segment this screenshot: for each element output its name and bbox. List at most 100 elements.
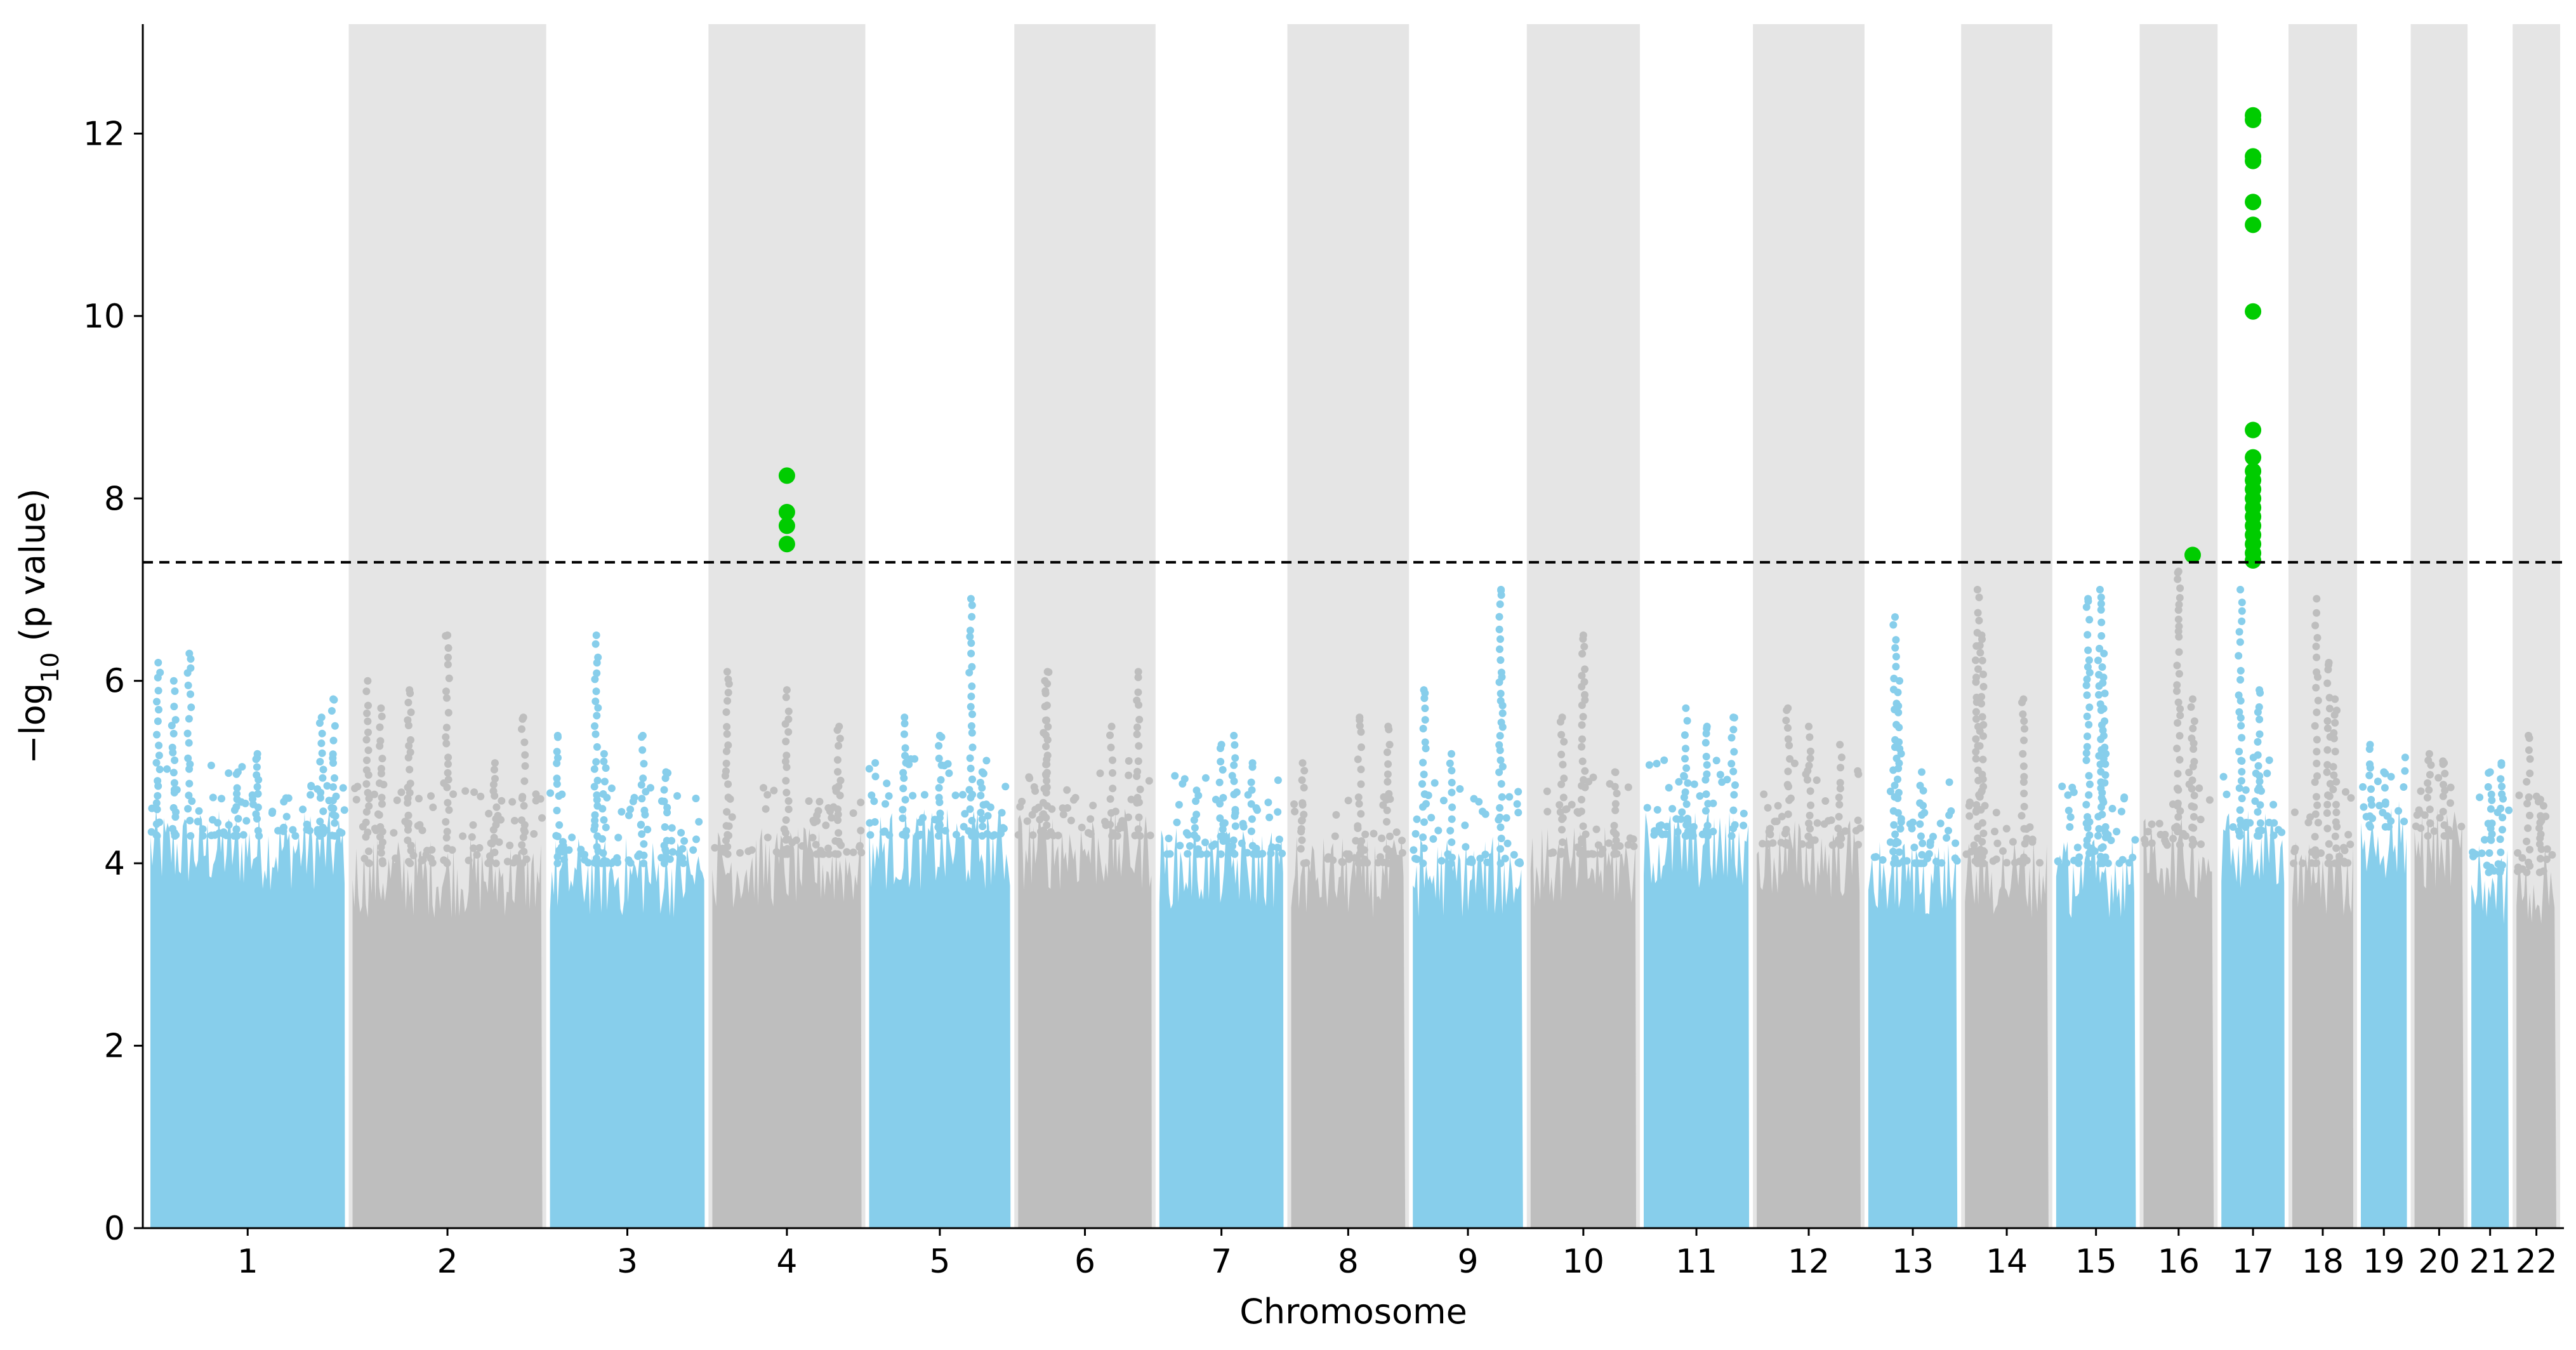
peak-point (2082, 800, 2091, 809)
peak-point (1836, 779, 1844, 787)
peak-point (1215, 778, 1224, 786)
snp-point (657, 854, 666, 862)
snp-point (2375, 802, 2384, 810)
peak-point (1729, 725, 1738, 734)
peak-top-point (154, 659, 162, 666)
peak-point (592, 687, 600, 696)
snp-point (465, 856, 473, 864)
snp-point (1991, 828, 1998, 836)
peak-point (187, 664, 195, 672)
snp-point (613, 854, 621, 862)
peak-point (1972, 673, 1980, 682)
peak-point (553, 748, 561, 756)
peak-point (520, 738, 529, 746)
snp-point (1184, 850, 1192, 858)
peak-point (662, 848, 670, 856)
peak-point (1042, 814, 1050, 822)
peak-point (1785, 796, 1793, 804)
peak-point (1496, 656, 1505, 664)
peak-point (2325, 840, 2333, 848)
snp-point (282, 794, 290, 802)
peak-point (1729, 806, 1738, 814)
peak-point (187, 690, 194, 698)
peak-point (1108, 832, 1116, 840)
snp-point (2161, 836, 2169, 844)
peak-point (2175, 670, 2183, 678)
peak-point (602, 823, 610, 831)
peak-point (1448, 815, 1456, 823)
snp-point (2430, 827, 2438, 835)
peak-point (362, 780, 371, 788)
snp-point (1176, 842, 1184, 850)
snp-point (1146, 831, 1154, 840)
peak-point (600, 778, 609, 786)
peak-top-point (723, 668, 731, 676)
peak-point (2172, 823, 2181, 831)
peak-point (1806, 733, 1814, 741)
peak-point (1219, 793, 1227, 802)
snp-point (2229, 823, 2237, 831)
snp-point (2505, 806, 2513, 814)
peak-point (364, 701, 372, 710)
peak-point (1231, 822, 1239, 830)
snp-point (626, 859, 635, 867)
peak-point (2497, 848, 2505, 856)
peak-top-point (1384, 722, 1392, 731)
peak-top-point (1497, 586, 1505, 593)
peak-top-point (1420, 686, 1428, 694)
peak-point (2323, 761, 2332, 769)
peak-point (2099, 726, 2107, 734)
snp-point (1238, 839, 1246, 847)
peak-point (1581, 691, 1589, 699)
peak-point (2313, 793, 2320, 801)
peak-point (2099, 843, 2107, 851)
peak-point (1889, 847, 1898, 856)
peak-point (2312, 642, 2320, 651)
peak-point (2084, 859, 2092, 868)
peak-point (1043, 832, 1052, 840)
chromosome-8-bulk (1291, 836, 1406, 1228)
snp-point (1653, 760, 1661, 768)
peak-point (252, 810, 260, 818)
peak-point (1496, 823, 1505, 831)
peak-top-point (234, 768, 242, 776)
peak-point (902, 827, 911, 835)
snp-point (1429, 835, 1437, 843)
snp-point (397, 788, 406, 797)
snp-point (812, 840, 820, 849)
peak-point (1806, 787, 1814, 795)
peak-point (443, 694, 451, 702)
peak-point (2098, 663, 2106, 671)
peak-point (835, 782, 843, 790)
snp-point (1653, 805, 1661, 814)
peak-top-point (2536, 795, 2544, 804)
peak-point (2332, 778, 2341, 786)
peak-point (1230, 761, 1238, 769)
peak-point (2498, 783, 2506, 791)
snp-point (1740, 809, 1748, 817)
peak-top-point (662, 768, 670, 776)
peak-point (1977, 805, 1985, 814)
snp-point (560, 856, 568, 864)
peak-point (1448, 788, 1456, 797)
peak-point (362, 766, 371, 774)
snp-point (485, 809, 493, 817)
snp-point (1678, 808, 1686, 816)
peak-point (834, 805, 842, 813)
x-axis-ticks: 1 2 3 4 5 6 7 8 9 10 11 12 13 14 15 16 17 18 19 20 21 22 (237, 1228, 2558, 1281)
snp-point (2063, 859, 2071, 867)
peak-top-point (2313, 595, 2321, 603)
peak-point (2083, 712, 2091, 720)
x-tick-label: 4 (776, 1243, 797, 1281)
peak-point (783, 845, 791, 853)
snp-point (1543, 787, 1551, 795)
snp-point (644, 826, 652, 833)
peak-point (2084, 646, 2092, 654)
peak-point (1918, 811, 1926, 819)
peak-point (1135, 798, 1143, 807)
peak-top-point (935, 732, 944, 739)
peak-point (2099, 673, 2108, 682)
peak-point (2235, 827, 2243, 835)
peak-point (1043, 751, 1052, 760)
peak-top-point (2096, 586, 2104, 593)
